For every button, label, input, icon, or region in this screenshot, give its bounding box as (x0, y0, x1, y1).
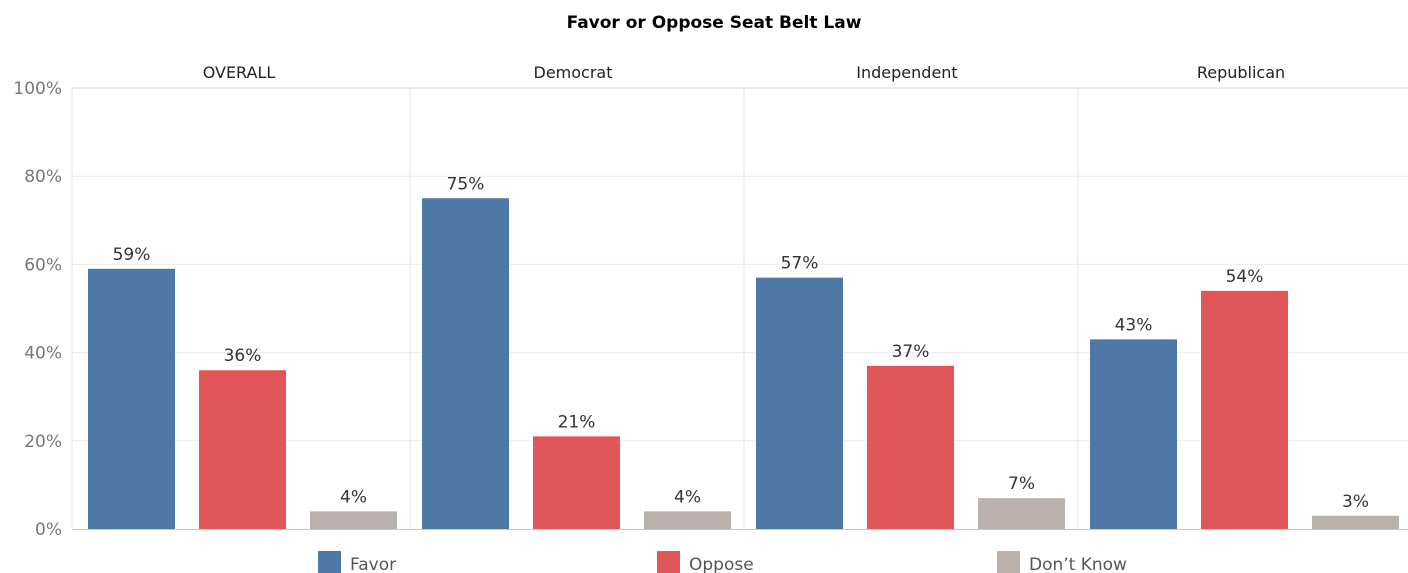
y-tick-label: 0% (35, 520, 62, 540)
y-tick-label: 80% (24, 167, 62, 187)
facet-header: Democrat (534, 63, 613, 82)
data-label: 7% (1008, 474, 1035, 494)
data-label: 3% (1342, 492, 1369, 512)
bar[interactable] (978, 498, 1065, 529)
data-label: 75% (447, 174, 485, 194)
y-tick-label: 20% (24, 432, 62, 452)
bar[interactable] (756, 277, 843, 529)
bar[interactable] (199, 370, 286, 529)
data-label: 54% (1226, 267, 1264, 287)
y-tick-label: 60% (24, 255, 62, 275)
legend-swatch[interactable] (657, 551, 680, 573)
bar[interactable] (533, 436, 620, 529)
facet-headers: OVERALL Democrat Independent Republican (203, 63, 1285, 82)
facet-header: OVERALL (203, 63, 276, 82)
y-axis: 0% 20% 40% 60% 80% 100% (13, 79, 62, 540)
data-label: 37% (892, 342, 930, 362)
bar[interactable] (88, 268, 175, 529)
facet-header: Independent (856, 63, 957, 82)
data-labels: 59% 36% 4% 75% 21% 4% 57% 37% 7% 43% 54% 3% (113, 174, 1369, 512)
legend-swatch[interactable] (997, 551, 1020, 573)
data-label: 57% (781, 254, 819, 274)
data-label: 59% (113, 245, 151, 265)
legend-swatch[interactable] (318, 551, 341, 573)
bar[interactable] (1312, 515, 1399, 529)
bar[interactable] (867, 365, 954, 529)
data-label: 4% (674, 487, 701, 507)
bars (88, 198, 1399, 529)
data-label: 36% (224, 346, 262, 366)
bar[interactable] (422, 198, 509, 529)
data-label: 4% (340, 487, 367, 507)
data-label: 43% (1115, 315, 1153, 335)
facet-dividers (72, 87, 1408, 529)
data-label: 21% (558, 412, 596, 432)
y-tick-label: 40% (24, 344, 62, 364)
legend[interactable]: Favor Oppose Don’t Know (318, 551, 1127, 573)
chart-title: Favor or Oppose Seat Belt Law (567, 13, 862, 33)
legend-label[interactable]: Favor (350, 555, 396, 573)
bar[interactable] (1201, 290, 1288, 529)
y-tick-label: 100% (13, 79, 62, 99)
facet-header: Republican (1197, 63, 1285, 82)
legend-label[interactable]: Don’t Know (1029, 555, 1127, 573)
bar[interactable] (310, 511, 397, 529)
bar[interactable] (644, 511, 731, 529)
legend-label[interactable]: Oppose (689, 555, 754, 573)
bar[interactable] (1090, 339, 1177, 529)
